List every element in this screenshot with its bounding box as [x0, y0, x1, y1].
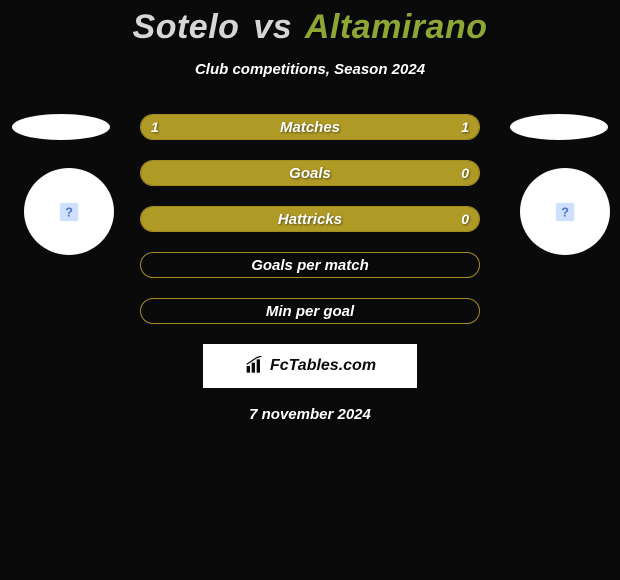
player-b-ellipse	[510, 114, 608, 140]
question-icon: ?	[58, 201, 80, 223]
player-b-name: Altamirano	[305, 8, 488, 46]
stat-label: Goals per match	[141, 253, 479, 277]
player-a-avatar: ?	[24, 168, 114, 255]
logo-label: FcTables.com	[270, 357, 376, 375]
stat-row: 0Hattricks	[140, 206, 480, 232]
stat-row: 0Goals	[140, 160, 480, 186]
comparison-chart: ? ? 11Matches 0Goals 0Hattricks Goals per m…	[0, 114, 620, 324]
vs-separator: vs	[253, 8, 292, 46]
player-a-name: Sotelo	[133, 8, 240, 46]
comparison-title: Sotelo vs Altamirano	[0, 0, 620, 47]
update-date: 7 november 2024	[0, 406, 620, 423]
source-logo: FcTables.com	[203, 344, 417, 388]
stat-label: Matches	[141, 115, 479, 139]
stat-row: 11Matches	[140, 114, 480, 140]
stat-row: Min per goal	[140, 298, 480, 324]
stat-row: Goals per match	[140, 252, 480, 278]
stat-label: Min per goal	[141, 299, 479, 323]
stat-label: Goals	[141, 161, 479, 185]
subtitle: Club competitions, Season 2024	[0, 61, 620, 78]
logo-text: FcTables.com	[244, 356, 376, 376]
player-b-avatar: ?	[520, 168, 610, 255]
player-a-ellipse	[12, 114, 110, 140]
chart-icon	[244, 356, 266, 376]
stat-label: Hattricks	[141, 207, 479, 231]
bars-container: 11Matches 0Goals 0Hattricks Goals per match…	[140, 114, 480, 324]
svg-text:?: ?	[65, 204, 73, 219]
svg-text:?: ?	[561, 204, 569, 219]
question-icon: ?	[554, 201, 576, 223]
